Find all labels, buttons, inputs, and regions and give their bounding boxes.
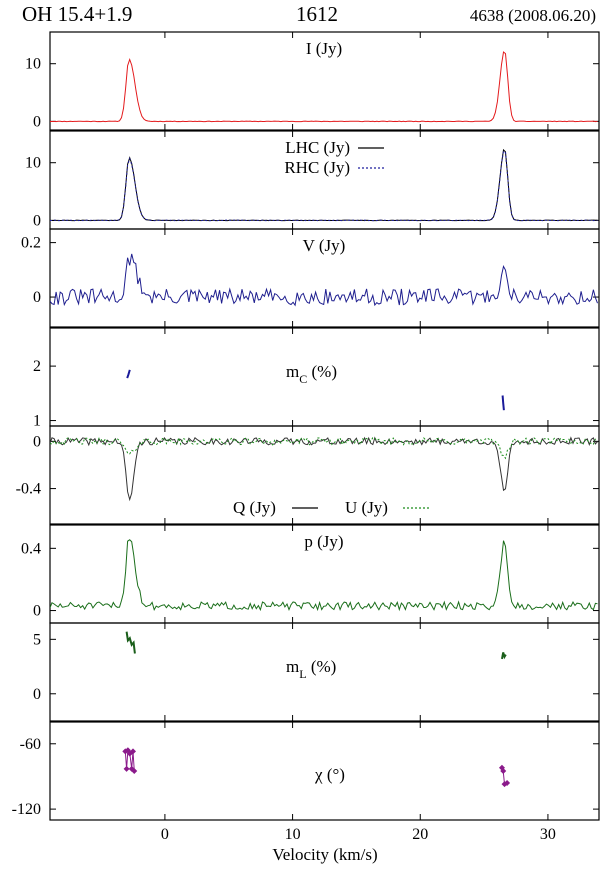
series-Q-line — [50, 436, 598, 502]
panel-title: mL (%) — [286, 657, 336, 681]
series-V-line — [50, 253, 598, 307]
y-tick-label: 0.2 — [21, 235, 41, 252]
panel-frame — [49, 31, 600, 131]
legend-label: Q (Jy) — [233, 498, 276, 517]
series-mC-segment — [126, 369, 131, 379]
series-chi-marker — [123, 765, 130, 772]
y-tick-label: 0 — [33, 433, 41, 450]
y-tick-label: 0 — [33, 212, 41, 229]
series-mC-segment — [501, 395, 505, 411]
series-mL-segment — [125, 631, 136, 654]
panel-title-main: m — [286, 362, 299, 381]
panel-frame — [49, 425, 600, 525]
series-p-line — [50, 539, 598, 612]
panel-title: mC (%) — [286, 362, 337, 386]
panel-frame — [49, 622, 600, 722]
y-tick-label: -120 — [12, 801, 41, 818]
panel-title: V (Jy) — [303, 236, 346, 255]
panel-frame — [49, 721, 600, 821]
y-tick-label: 0.4 — [21, 540, 41, 557]
epoch-label: 4638 (2008.06.20) — [469, 6, 596, 25]
y-tick-label: -60 — [20, 736, 41, 753]
legend-label: U (Jy) — [345, 498, 388, 517]
series-mL-segment — [501, 652, 507, 660]
series-chi-marker — [504, 779, 511, 786]
frequency-label: 1612 — [296, 2, 338, 26]
series-I-line — [50, 51, 598, 123]
panel-chi: -60 -120 χ (°) 0 10 20 30 Velocity (km/s) — [12, 721, 600, 864]
panel-title: p (Jy) — [304, 532, 343, 551]
panel-LR: 0 10 LHC (Jy)RHC (Jy) — [25, 130, 600, 230]
panel-title-main: m — [286, 657, 299, 676]
y-tick-label: 10 — [25, 56, 41, 73]
panel-title-unit: (%) — [307, 362, 337, 381]
y-tick-label: 0 — [33, 686, 41, 703]
x-tick-label: 0 — [161, 826, 169, 843]
legend-label: LHC (Jy) — [285, 138, 350, 157]
series-chi-marker — [129, 748, 136, 755]
series-chi-marker — [131, 768, 138, 774]
y-tick-label: -0.4 — [16, 481, 41, 498]
panel-frame — [49, 228, 600, 328]
y-tick-label: 1 — [33, 413, 41, 430]
x-axis-label: Velocity (km/s) — [272, 845, 377, 864]
series-U-line — [50, 436, 598, 460]
series-RHC-line — [50, 150, 598, 222]
y-tick-label: 0 — [33, 289, 41, 306]
panel-title: χ (°) — [314, 765, 345, 784]
panel-mC: 1 2 mC (%) — [33, 327, 600, 430]
panel-title-subscript: C — [299, 372, 307, 386]
y-tick-label: 2 — [33, 358, 41, 375]
panel-QU: 0 -0.4 Q (Jy) U (Jy) — [16, 425, 600, 525]
series-chi-marker — [122, 748, 129, 755]
panel-V: 0 0.2 V (Jy) — [21, 228, 600, 328]
source-name: OH 15.4+1.9 — [22, 2, 133, 26]
panel-p: 0 0.4 p (Jy) — [21, 524, 600, 624]
x-tick-label: 10 — [285, 826, 301, 843]
panel-title: I (Jy) — [306, 39, 342, 58]
y-tick-label: 0 — [33, 113, 41, 130]
legend-label: RHC (Jy) — [284, 158, 350, 177]
y-tick-label: 5 — [33, 631, 41, 648]
y-tick-label: 0 — [33, 603, 41, 620]
series-chi-marker — [500, 768, 507, 774]
panel-title-unit: (%) — [307, 657, 337, 676]
x-tick-label: 20 — [412, 826, 428, 843]
y-tick-label: 10 — [25, 155, 41, 172]
x-tick-label: 30 — [540, 826, 556, 843]
panel-I: 0 10 I (Jy) — [25, 31, 600, 131]
panel-title-subscript: L — [299, 667, 306, 681]
panel-mL: 5 0 mL (%) — [33, 622, 600, 722]
